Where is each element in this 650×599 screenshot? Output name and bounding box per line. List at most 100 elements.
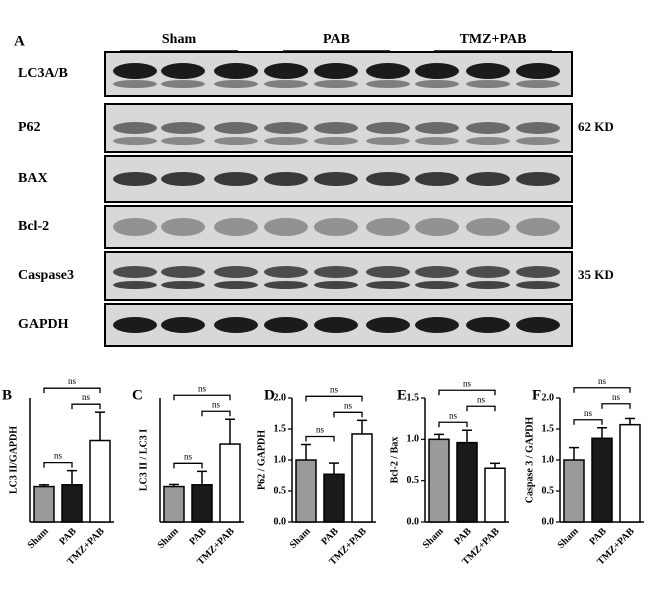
- significance-bracket: [201, 410, 231, 417]
- blot-band: [161, 122, 205, 134]
- bar: [89, 439, 111, 523]
- blot-band: [366, 122, 410, 134]
- significance-label: ns: [198, 383, 207, 393]
- significance-label: ns: [598, 376, 607, 386]
- significance-label: ns: [184, 451, 193, 461]
- blot-band: [466, 80, 510, 88]
- blot-band: [113, 218, 157, 236]
- blot-band: [415, 317, 459, 333]
- blot-band: [214, 122, 258, 134]
- panel-letter: F: [532, 387, 541, 403]
- blot-band: [466, 137, 510, 145]
- blot-band: [466, 317, 510, 333]
- blot-band: [161, 266, 205, 278]
- blot-band: [366, 63, 410, 79]
- y-tick-label: 0.0: [542, 516, 555, 527]
- blot-band: [161, 218, 205, 236]
- bar: [619, 423, 641, 523]
- significance-bracket: [333, 411, 363, 418]
- significance-label: ns: [344, 400, 353, 410]
- blot-band: [415, 122, 459, 134]
- blot-band: [516, 172, 560, 186]
- significance-label: ns: [477, 394, 486, 404]
- y-tick-label: 0.5: [542, 485, 555, 496]
- kd-marker: 62 KD: [578, 119, 614, 134]
- blot-band: [113, 266, 157, 278]
- blot-row-label: Bcl-2: [18, 219, 49, 234]
- blot-row-label: LC3A/B: [18, 66, 68, 81]
- blot-band: [161, 137, 205, 145]
- significance-label: ns: [584, 408, 593, 418]
- blot-band: [415, 266, 459, 278]
- blot-band: [314, 122, 358, 134]
- blot-band: [161, 80, 205, 88]
- blot-band: [214, 281, 258, 289]
- y-axis-label: Bcl-2 / Bax: [389, 437, 400, 484]
- blot-band: [466, 122, 510, 134]
- blot-band: [161, 172, 205, 186]
- blot-band: [264, 266, 308, 278]
- blot-band: [161, 63, 205, 79]
- kd-marker: 35 KD: [578, 267, 614, 282]
- blot-band: [113, 281, 157, 289]
- blot-band: [264, 172, 308, 186]
- panel-letter: B: [2, 387, 12, 403]
- blot-band: [415, 137, 459, 145]
- blot-band: [516, 137, 560, 145]
- significance-label: ns: [212, 399, 221, 409]
- significance-label: ns: [54, 451, 63, 461]
- blot-band: [314, 218, 358, 236]
- group-label: TMZ+PAB: [460, 32, 527, 47]
- blot-band: [516, 281, 560, 289]
- significance-bracket: [173, 394, 231, 401]
- blot-row-label: BAX: [18, 171, 48, 186]
- bar: [295, 459, 317, 523]
- blot-band: [466, 172, 510, 186]
- blot-band: [314, 137, 358, 145]
- blot-band: [466, 63, 510, 79]
- bar: [191, 484, 213, 523]
- blot-band: [516, 63, 560, 79]
- group-label: Sham: [162, 32, 197, 47]
- y-tick-label: 0.0: [274, 516, 287, 527]
- significance-bracket: [71, 403, 101, 410]
- blot-band: [113, 80, 157, 88]
- blot-band: [415, 63, 459, 79]
- blot-band: [264, 122, 308, 134]
- blot-band: [314, 317, 358, 333]
- bar: [428, 438, 450, 523]
- significance-label: ns: [463, 378, 472, 388]
- bar: [484, 467, 506, 523]
- blot-band: [214, 80, 258, 88]
- blot-band: [264, 281, 308, 289]
- panel-letter: A: [14, 33, 25, 49]
- blot-band: [113, 137, 157, 145]
- blot-band: [264, 218, 308, 236]
- blot-band: [366, 172, 410, 186]
- blot-band: [314, 80, 358, 88]
- significance-bracket: [43, 387, 101, 394]
- significance-label: ns: [330, 384, 339, 394]
- blot-band: [366, 281, 410, 289]
- significance-label: ns: [316, 425, 325, 435]
- significance-bracket: [305, 435, 335, 442]
- group-label: PAB: [323, 32, 350, 47]
- significance-bracket: [438, 421, 468, 428]
- blot-band: [516, 266, 560, 278]
- blot-band: [113, 172, 157, 186]
- blot-band: [113, 122, 157, 134]
- blot-band: [366, 317, 410, 333]
- blot-band: [415, 172, 459, 186]
- y-axis-label: Caspase 3 / GAPDH: [524, 417, 535, 504]
- blot-band: [516, 218, 560, 236]
- blot-band: [366, 266, 410, 278]
- blot-row-label: Caspase3: [18, 268, 74, 283]
- blot-band: [366, 218, 410, 236]
- y-tick-label: 1.0: [407, 434, 420, 445]
- blot-band: [516, 122, 560, 134]
- blot-band: [466, 281, 510, 289]
- blot-band: [214, 317, 258, 333]
- blot-band: [366, 80, 410, 88]
- blot-row-label: P62: [18, 120, 41, 135]
